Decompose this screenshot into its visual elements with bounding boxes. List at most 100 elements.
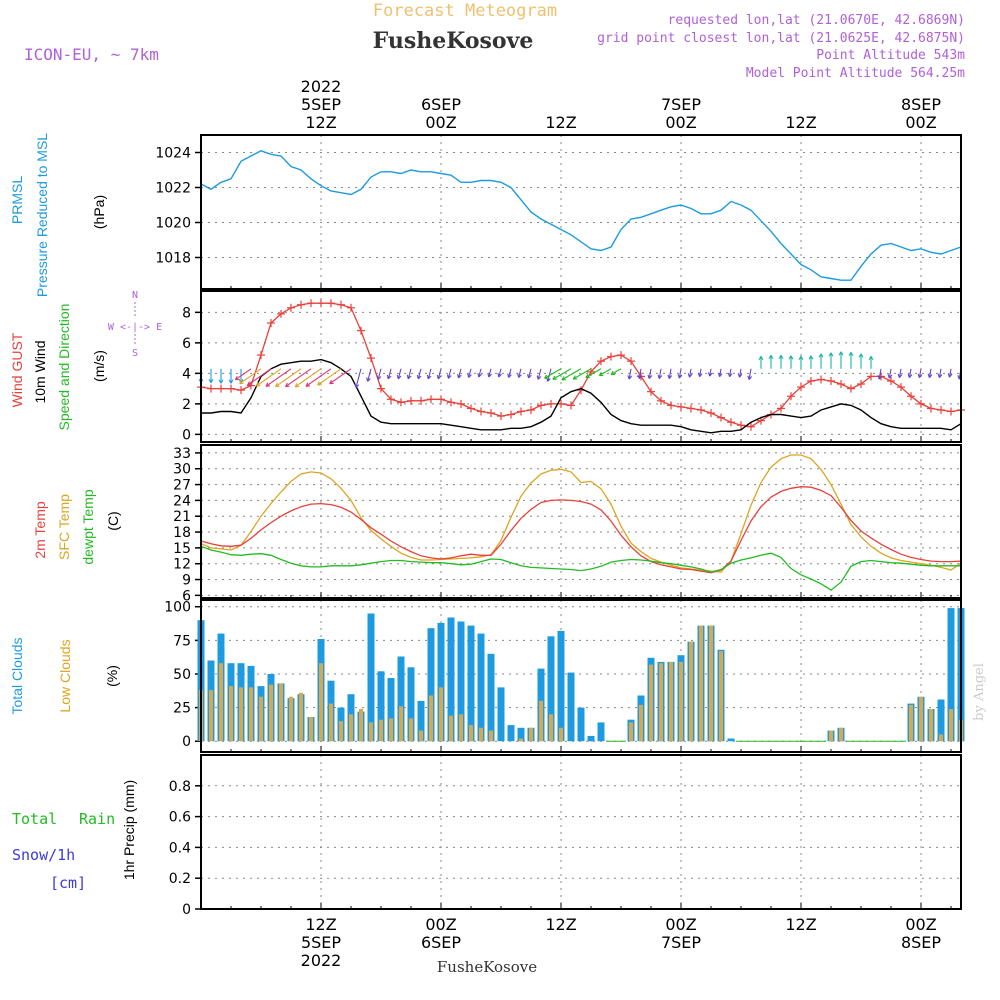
wind-direction-arrow: [285, 368, 312, 388]
clouds-ytick-label: 0: [182, 734, 191, 750]
wind-direction-arrow: [247, 368, 272, 386]
wind-direction-arrowhead: [218, 379, 222, 384]
low-cloud-bar: [669, 661, 673, 742]
wind-direction-arrowhead: [638, 375, 643, 379]
clouds-frame: [200, 599, 962, 753]
low-cloud-bar: [339, 721, 343, 742]
precip-labels: Total Rain Snow/1h [cm] 1hr Precip (mm): [12, 780, 137, 892]
compass-we: W <-|-> E: [108, 322, 162, 333]
total-cloud-bar: [377, 671, 385, 742]
rain-label: Rain: [79, 810, 115, 828]
pressure-ytick-label: 1022: [155, 181, 191, 197]
time-label-top: 00Z: [425, 113, 456, 132]
total-cloud-bar: [577, 707, 585, 742]
wind-direction-arrow: [256, 368, 282, 387]
wind-ytick-label: 0: [182, 427, 191, 443]
2m-temp-line: [200, 486, 962, 574]
wind-direction-arrowhead: [416, 374, 419, 380]
wind-direction-arrow: [407, 368, 412, 380]
wind-direction-arrow: [437, 368, 442, 380]
low-cloud-bar: [489, 730, 493, 742]
time-label-top: 5SEP: [301, 95, 341, 114]
time-label-top: 12Z: [785, 113, 816, 132]
clouds-panel: 0 25 50 75 100: [164, 599, 965, 753]
wind-direction-arrow: [478, 368, 482, 378]
wind-direction-arrowhead: [468, 374, 472, 378]
time-label-top: 7SEP: [661, 95, 701, 114]
wind-direction-arrow: [387, 368, 392, 380]
temp-ytick-label: 33: [173, 446, 191, 462]
total-cloud-bar: [437, 622, 445, 742]
wind-direction-arrowhead: [386, 374, 389, 380]
low-cloud-bar: [629, 722, 633, 742]
percent-unit-label: (%): [104, 665, 120, 687]
total-cloud-bar: [427, 628, 435, 742]
low-cloud-bar: [469, 725, 473, 742]
wind-direction-arrowhead: [927, 373, 930, 378]
pressure-line: [200, 150, 962, 281]
wind-direction-arrowhead: [427, 375, 432, 380]
low-clouds-label: Low Clouds: [57, 639, 73, 712]
sfc-temp-line: [200, 454, 962, 573]
wind-direction-arrow: [678, 368, 682, 379]
wind-direction-arrowhead: [561, 376, 565, 381]
total-cloud-bar: [407, 667, 415, 742]
temp-ytick-label: 21: [173, 509, 191, 525]
wind-direction-arrowhead: [699, 373, 703, 378]
wind-direction-arrowhead: [239, 379, 242, 384]
wind-direction-arrowhead: [687, 373, 691, 378]
precip-ytick-label: 0.6: [169, 810, 191, 826]
wind-direction-arrowhead: [610, 370, 614, 375]
wind-direction-arrowhead: [488, 373, 492, 378]
low-cloud-bar: [359, 709, 363, 742]
wind-direction-arrowhead: [820, 353, 824, 358]
total-cloud-bar: [447, 617, 455, 742]
wind-direction-arrowhead: [367, 378, 371, 382]
wind-direction-arrowhead: [658, 375, 663, 379]
temp-ytick-label: 9: [182, 573, 191, 589]
location-title: FusheKosove: [373, 28, 534, 54]
low-cloud-bar: [369, 722, 373, 742]
temp-ytick-label: 30: [173, 462, 191, 478]
wind-direction-arrowhead: [780, 355, 784, 360]
wind-direction-arrowhead: [517, 373, 520, 378]
time-label-bottom: 00Z: [665, 915, 696, 934]
wind-direction-arrowhead: [689, 373, 693, 378]
total-cloud-bar: [937, 699, 945, 742]
wind-direction-arrowhead: [727, 372, 731, 377]
clouds-ytick-label: 100: [164, 600, 191, 616]
wind-labels: Wind GUST 10m Wind Speed and Direction (…: [9, 290, 162, 430]
wind-direction-arrowhead: [457, 373, 460, 379]
ms-unit-label: (m/s): [91, 350, 107, 382]
wind-direction-arrowhead: [848, 352, 852, 357]
low-cloud-bar: [439, 687, 443, 742]
closest-coords: grid point closest lon,lat (21.0625E, 42…: [597, 31, 965, 46]
low-cloud-bar: [329, 703, 333, 742]
wind-direction-arrowhead: [552, 375, 556, 380]
wind-direction-arrowhead: [426, 374, 429, 380]
time-label-top: 00Z: [905, 113, 936, 132]
wind-direction-arrowhead: [888, 374, 893, 379]
time-label-bottom: 12Z: [305, 915, 336, 934]
wind-direction-arrow: [729, 368, 732, 377]
wind-direction-arrowhead: [487, 372, 490, 378]
wind-direction-arrowhead: [729, 373, 733, 378]
time-label-bottom: 12Z: [545, 915, 576, 934]
wind-direction-arrowhead: [947, 373, 951, 378]
footer-location: FusheKosove: [437, 958, 537, 976]
low-cloud-bar: [209, 690, 213, 742]
wind-direction-arrowhead: [667, 374, 670, 379]
pressure-ytick-label: 1024: [155, 146, 191, 162]
wind-direction-arrowhead: [497, 372, 500, 378]
wind-direction-arrowhead: [937, 373, 940, 378]
low-cloud-bar: [939, 734, 943, 742]
wind-direction-arrowhead: [230, 379, 234, 384]
wind-direction-arrow: [528, 368, 532, 379]
wind-direction-arrowhead: [637, 374, 640, 379]
compass-s: S: [132, 348, 138, 359]
total-cloud-bar: [417, 700, 425, 742]
wind-direction-arrowhead: [406, 374, 409, 380]
total-cloud-bar: [477, 633, 485, 742]
clouds-ytick-label: 25: [173, 701, 191, 717]
wind-direction-arrow: [397, 368, 402, 380]
